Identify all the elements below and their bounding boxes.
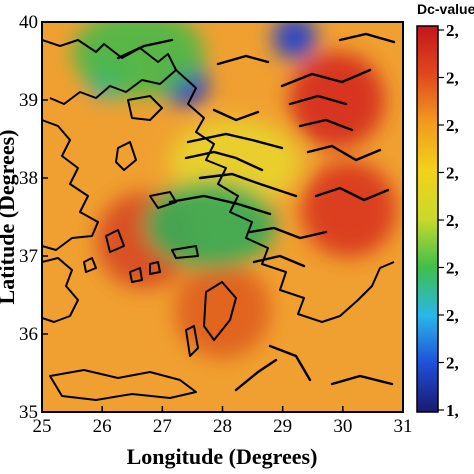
- x-axis-title: Longitude (Degrees): [127, 444, 318, 469]
- coastlines: [42, 39, 395, 401]
- fault-lines: [116, 32, 396, 392]
- colorbar-gradient: [416, 25, 439, 413]
- y-tick-label: 39: [19, 90, 38, 111]
- colorbar-tick-label: 1,: [446, 401, 459, 420]
- dc-low-region-0: [272, 22, 317, 60]
- colorbar-tick-label: 2,: [446, 259, 459, 278]
- island-chios: [115, 141, 137, 171]
- colorbar-tick-label: 2,: [446, 306, 459, 325]
- island-crete: [49, 369, 197, 401]
- dc-mid-region-8: [144, 180, 277, 269]
- y-axis-title: Latitude (Degrees): [0, 130, 19, 305]
- y-tick-label: 40: [19, 12, 38, 33]
- colorbar-tick-label: 2,: [446, 354, 459, 373]
- coastline-north-aegean: [42, 39, 177, 105]
- coastline-greece-east: [42, 119, 99, 251]
- colorbar-tick-label: 2,: [446, 69, 459, 88]
- colorbar: Dc-value 1, 2, 2, 2, 2, 2, 2, 2, 2,: [416, 1, 474, 420]
- x-tick-label: 31: [394, 416, 413, 437]
- x-tick-label: 25: [33, 416, 52, 437]
- y-tick-label: 36: [19, 324, 38, 345]
- island-kos: [171, 245, 199, 259]
- map-plot-area: 25 26 27 28 29 30 31 35 36 37 38 39 40: [19, 12, 413, 437]
- y-tick-label: 37: [19, 246, 38, 267]
- y-tick-label: 35: [19, 402, 38, 423]
- dc-high-region-6: [174, 262, 271, 359]
- colorbar-labels: 1, 2, 2, 2, 2, 2, 2, 2, 2,: [438, 21, 459, 420]
- island-karpathos: [185, 325, 199, 357]
- colorbar-title: Dc-value: [417, 1, 474, 17]
- x-tick-label: 30: [333, 416, 352, 437]
- x-tick-label: 26: [93, 416, 112, 437]
- coastline-turkey-west: [175, 69, 395, 323]
- x-tick-label: 28: [213, 416, 232, 437]
- y-axis-ticks: 35 36 37 38 39 40: [19, 12, 48, 423]
- x-tick-label: 27: [153, 416, 172, 437]
- colorbar-tick-label: 2,: [446, 116, 459, 135]
- island-cyclades-small: [83, 257, 161, 283]
- island-naxos: [105, 229, 125, 253]
- colorbar-tick-label: 2,: [446, 164, 459, 183]
- colorbar-tick-label: 2,: [446, 21, 459, 40]
- coastline-peloponnese: [42, 257, 79, 323]
- x-tick-label: 29: [273, 416, 292, 437]
- colorbar-tick-label: 2,: [446, 211, 459, 230]
- y-tick-label: 38: [19, 168, 38, 189]
- island-lesbos: [127, 95, 163, 121]
- island-rhodes: [203, 281, 237, 341]
- dc-high-region-5: [300, 161, 397, 258]
- x-axis-ticks: 25 26 27 28 29 30 31: [33, 406, 413, 437]
